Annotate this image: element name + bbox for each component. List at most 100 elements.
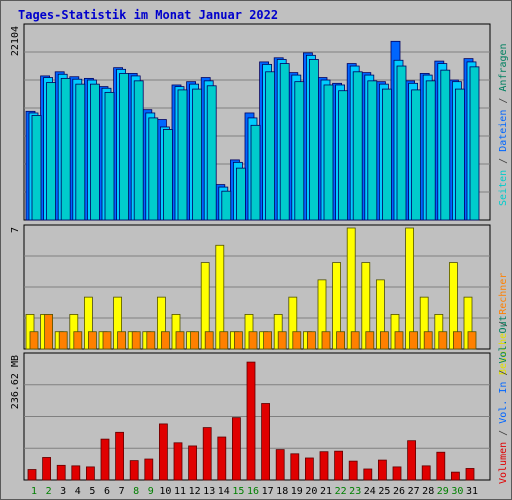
- bar-seiten-5: [90, 83, 100, 221]
- legend-entry-anfragen: Anfragen: [498, 43, 509, 98]
- x-tick-label-10: 10: [159, 486, 171, 497]
- x-tick-label-14: 14: [218, 486, 230, 497]
- x-tick-label-11: 11: [174, 486, 186, 497]
- bar-rechner-9: [146, 331, 156, 350]
- bar-seiten-18: [279, 63, 290, 221]
- bar-volumen-15: [231, 417, 241, 481]
- legend-entry-vol-in: Vol. In: [498, 381, 509, 430]
- bar-rechner-20: [306, 331, 316, 350]
- bar-seiten-6: [104, 91, 115, 221]
- bar-seiten-14: [221, 190, 232, 221]
- bar-rechner-14: [219, 331, 229, 350]
- x-tick-label-1: 1: [31, 486, 37, 497]
- bar-rechner-24: [365, 331, 375, 350]
- bar-seiten-13: [206, 85, 217, 221]
- bar-volumen-1: [27, 469, 37, 481]
- bar-seiten-11: [177, 89, 188, 221]
- legend-hits-text: Seiten / Dateien / Anfragen: [498, 43, 509, 206]
- chart-title: Tages-Statistik im Monat Januar 2022: [18, 8, 279, 22]
- bar-rechner-27: [409, 331, 419, 350]
- bar-rechner-31: [467, 331, 477, 350]
- bar-rechner-26: [394, 331, 404, 350]
- x-tick-label-22: 22: [335, 486, 347, 497]
- bar-volumen-20: [304, 457, 314, 481]
- bar-volumen-11: [173, 442, 183, 481]
- x-tick-label-6: 6: [104, 486, 110, 497]
- bar-seiten-17: [265, 71, 276, 221]
- x-tick-label-25: 25: [378, 486, 390, 497]
- bar-volumen-30: [450, 471, 460, 481]
- y-axis-label-visits: 7: [10, 227, 21, 233]
- bar-volumen-19: [290, 453, 300, 481]
- bar-rechner-1: [29, 331, 39, 350]
- x-tick-label-23: 23: [349, 486, 361, 497]
- bar-volumen-12: [188, 445, 198, 481]
- bar-rechner-23: [350, 331, 360, 350]
- bar-rechner-21: [321, 331, 331, 350]
- bar-rechner-4: [73, 331, 83, 350]
- x-tick-label-28: 28: [422, 486, 434, 497]
- bar-seiten-28: [425, 80, 436, 221]
- bar-seiten-10: [162, 129, 173, 221]
- bar-volumen-13: [202, 427, 212, 481]
- bar-volumen-4: [71, 465, 81, 481]
- x-tick-label-7: 7: [119, 486, 125, 497]
- bar-seiten-23: [352, 71, 363, 221]
- bar-besuche-27: [405, 227, 415, 350]
- bar-seiten-30: [454, 88, 465, 221]
- bar-volumen-8: [129, 460, 139, 481]
- bar-volumen-31: [465, 468, 475, 481]
- x-tick-label-26: 26: [393, 486, 405, 497]
- legend-entry-dateien: Dateien: [498, 109, 509, 158]
- bar-volumen-3: [56, 464, 66, 481]
- bar-seiten-26: [396, 65, 407, 221]
- bar-rechner-19: [292, 331, 302, 350]
- bar-seiten-1: [31, 115, 42, 221]
- x-tick-label-5: 5: [89, 486, 95, 497]
- bar-volumen-24: [363, 468, 373, 481]
- legend-volume-text: Volumen / Vol. In / Vol. Out: [498, 315, 509, 484]
- bar-rechner-13: [204, 331, 214, 350]
- x-tick-label-24: 24: [364, 486, 376, 497]
- legend-entry-volumen: Volumen: [498, 441, 509, 484]
- bar-besuche-23: [346, 227, 356, 350]
- legend-entry--: /: [498, 157, 509, 170]
- x-tick-label-16: 16: [247, 486, 259, 497]
- bar-rechner-22: [336, 331, 346, 350]
- x-tick-label-29: 29: [437, 486, 449, 497]
- bar-rechner-5: [88, 331, 97, 350]
- legend-entry--: /: [498, 97, 509, 110]
- bar-volumen-2: [42, 457, 51, 481]
- legend-entry--: /: [498, 429, 509, 442]
- bar-rechner-2: [44, 314, 53, 350]
- bar-seiten-31: [469, 66, 480, 221]
- bar-seiten-12: [192, 88, 203, 221]
- bar-volumen-23: [348, 460, 358, 481]
- bar-seiten-3: [60, 77, 71, 221]
- bar-seiten-15: [235, 167, 246, 221]
- bar-seiten-22: [338, 90, 349, 221]
- x-tick-label-13: 13: [203, 486, 215, 497]
- legend-entry-vol-out: Vol. Out: [498, 315, 509, 370]
- bar-rechner-28: [423, 331, 433, 350]
- bar-volumen-9: [144, 458, 154, 481]
- y-axis-label-volume: 236.62 MB: [10, 355, 21, 409]
- x-tick-label-27: 27: [408, 486, 420, 497]
- x-tick-label-31: 31: [466, 486, 478, 497]
- bar-rechner-3: [58, 331, 68, 350]
- bar-seiten-25: [381, 88, 392, 221]
- y-axis-label-hits: 22104: [10, 26, 21, 56]
- legend-entry-rechner: Rechner: [498, 272, 509, 321]
- bar-volumen-10: [158, 423, 168, 481]
- bar-volumen-28: [421, 465, 431, 481]
- x-tick-label-3: 3: [60, 486, 66, 497]
- bar-rechner-8: [131, 331, 141, 350]
- bar-volumen-27: [407, 440, 417, 481]
- bar-volumen-21: [319, 451, 329, 481]
- bar-volumen-18: [275, 449, 285, 481]
- bar-rechner-6: [102, 331, 112, 350]
- bar-seiten-16: [250, 124, 261, 221]
- x-tick-label-20: 20: [305, 486, 317, 497]
- bar-rechner-7: [117, 331, 126, 350]
- bar-volumen-25: [377, 459, 387, 481]
